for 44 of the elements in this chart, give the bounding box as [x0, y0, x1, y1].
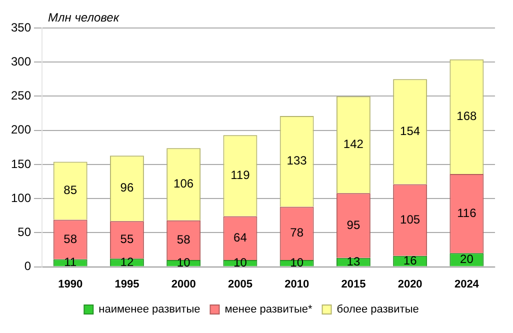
x-tick-label: 1995 [114, 278, 140, 290]
data-label: 55 [120, 232, 134, 246]
data-label: 96 [120, 180, 134, 195]
x-tick-label: 2005 [228, 278, 252, 290]
y-tick-label: 150 [10, 156, 32, 171]
x-tick-label: 2015 [341, 278, 366, 290]
y-axis-title: Млн человек [48, 10, 120, 24]
x-tick-label: 2024 [454, 278, 480, 290]
data-label: 78 [290, 226, 304, 240]
data-label: 58 [64, 232, 78, 246]
legend-label: наименее развитые [98, 304, 200, 316]
y-tick-label: 250 [10, 88, 32, 103]
data-label: 106 [174, 176, 194, 191]
data-label: 95 [346, 218, 360, 232]
data-label: 105 [400, 212, 420, 226]
data-label: 85 [64, 183, 78, 198]
data-label: 10 [234, 255, 248, 270]
y-tick-label: 200 [10, 122, 32, 137]
data-label: 168 [456, 109, 478, 124]
x-tick-label: 2000 [171, 278, 196, 290]
data-label: 10 [290, 255, 304, 270]
data-label: 16 [403, 253, 418, 268]
data-label: 119 [230, 168, 250, 182]
data-label: 13 [346, 254, 360, 268]
legend-label: менее развитые* [224, 304, 313, 316]
data-label: 142 [343, 136, 364, 151]
x-tick-label: 1990 [58, 278, 83, 290]
data-label: 12 [120, 254, 134, 269]
data-label: 133 [286, 154, 308, 168]
y-tick-label: 100 [10, 190, 32, 205]
data-label: 64 [234, 230, 248, 244]
y-tick-label: 300 [10, 54, 32, 68]
data-label: 20 [460, 252, 474, 266]
data-label: 58 [176, 232, 191, 247]
y-tick-label: 50 [18, 225, 32, 239]
data-label: 154 [400, 124, 420, 138]
data-label: 116 [457, 206, 477, 220]
data-label: 11 [64, 255, 77, 270]
y-tick-label: 350 [10, 20, 32, 34]
x-tick-label: 2010 [284, 278, 310, 290]
x-tick-label: 2020 [398, 278, 422, 290]
y-tick-label: 0 [24, 259, 32, 274]
legend-label: более развитые [336, 304, 419, 316]
data-label: 10 [176, 255, 191, 270]
